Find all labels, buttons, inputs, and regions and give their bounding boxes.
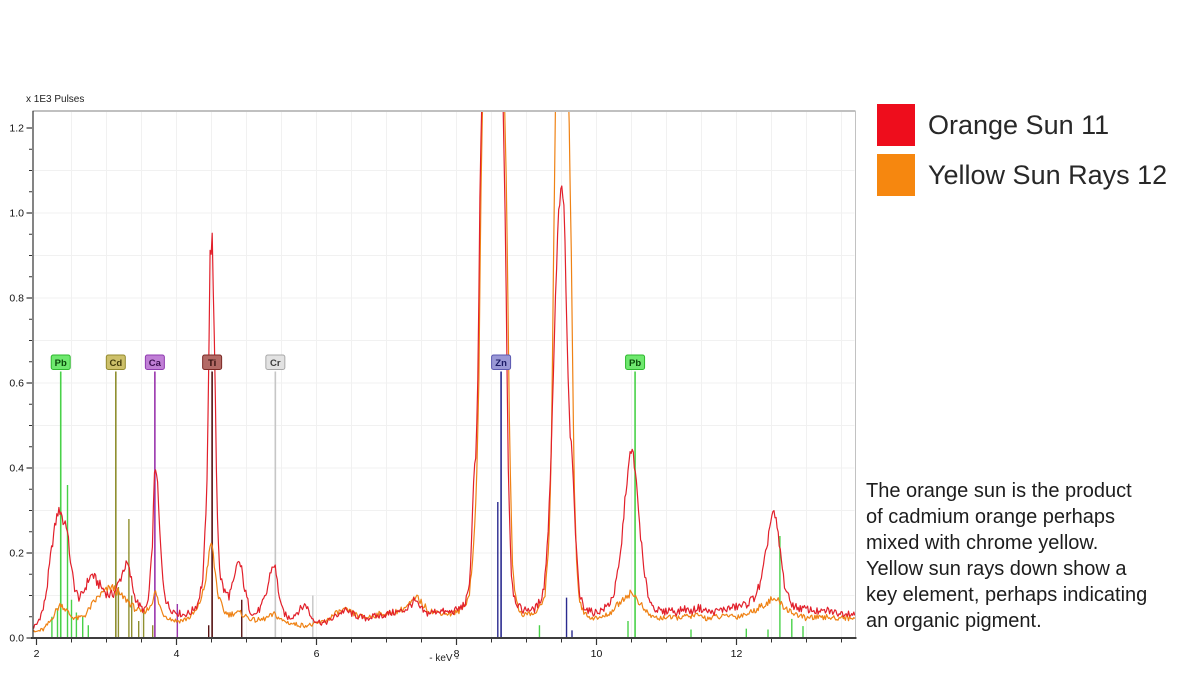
spectra-curves [33, 112, 856, 634]
annotation-line: key element, perhaps indicating [866, 584, 1148, 606]
element-label-box-pb [625, 354, 646, 370]
plot-frame [31, 110, 857, 639]
annotation-line: of cadmium orange perhaps [866, 506, 1116, 528]
y-tick-label: 0.2 [9, 548, 24, 560]
y-tick-label: 1.0 [9, 208, 24, 220]
legend-item-label: Yellow Sun Rays 12 [928, 159, 1168, 190]
annotation-line: Yellow sun rays down show a [866, 558, 1127, 580]
x-tick-label: 4 [174, 648, 180, 660]
element-label-ti: Ti [208, 358, 216, 369]
element-label-box-ti [202, 354, 223, 370]
y-tick-label: 0.0 [9, 633, 24, 645]
x-tick-label: 2 [34, 648, 40, 660]
element-label-ca: Ca [149, 358, 162, 369]
annotation-line: The orange sun is the product [866, 480, 1132, 502]
series-yellow-sun-rays-12 [33, 112, 856, 634]
x-tick-label: 6 [314, 648, 320, 660]
y-tick-label: 0.8 [9, 293, 24, 305]
element-label-box-pb [50, 354, 71, 370]
legend-swatch-red [877, 104, 915, 146]
gridlines [34, 112, 855, 637]
element-labels: Pb Cd Ca Ti Cr Zn Pb [50, 354, 646, 370]
x-axis-title: - keV - [429, 653, 459, 664]
element-label-box-cd [105, 354, 126, 370]
y-tick-label: 0.6 [9, 378, 24, 390]
element-label-pb: Pb [629, 358, 641, 369]
legend-item-yellow-sun-rays: Yellow Sun Rays 12 [877, 154, 1167, 196]
annotation-text: The orange sun is the product of cadmium … [866, 478, 1200, 634]
element-label-box-cr [265, 354, 286, 370]
legend: Orange Sun 11 Yellow Sun Rays 12 [877, 104, 1167, 204]
x-tick-label: 12 [731, 648, 743, 660]
legend-item-orange-sun: Orange Sun 11 [877, 104, 1167, 146]
x-tick-label: 8 [454, 648, 460, 660]
element-label-cd: Cd [109, 358, 122, 369]
axis-ticks: 2 4 6 8 10 12 0.0 0.2 0.4 0.6 0.8 1.0 1.2 [9, 123, 842, 660]
annotation-line: an organic pigment. [866, 610, 1042, 632]
legend-swatch-orange [877, 154, 915, 196]
annotation-line: mixed with chrome yellow. [866, 532, 1099, 554]
y-tick-label: 1.2 [9, 123, 24, 135]
element-label-box-ca [144, 354, 165, 370]
element-label-pb: Pb [55, 358, 67, 369]
y-tick-label: 0.4 [9, 463, 24, 475]
y-axis-title: x 1E3 Pulses [26, 94, 85, 105]
element-label-zn: Zn [495, 358, 507, 369]
element-label-box-zn [491, 354, 512, 370]
series-orange-sun-11 [33, 112, 856, 629]
x-tick-label: 10 [591, 648, 603, 660]
element-label-cr: Cr [270, 358, 281, 369]
legend-item-label: Orange Sun 11 [928, 109, 1110, 140]
